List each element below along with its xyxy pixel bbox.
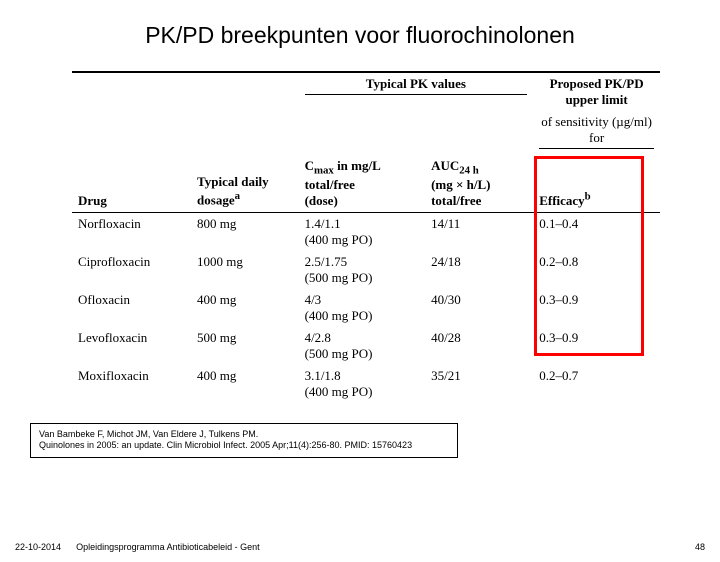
footer-date: 22-10-2014: [15, 542, 61, 552]
cell-drug: Ofloxacin: [72, 289, 191, 327]
citation-line-1: Van Bambeke F, Michot JM, Van Eldere J, …: [39, 429, 258, 439]
pkpd-table: Typical PK values Proposed PK/PD upper l…: [72, 71, 660, 403]
cell-cmax: 4/2.8(500 mg PO): [299, 327, 426, 365]
cell-dose: 500 mg: [191, 327, 299, 365]
cell-cmax: 1.4/1.1(400 mg PO): [299, 212, 426, 251]
page-title: PK/PD breekpunten voor fluorochinolonen: [0, 22, 720, 49]
cell-efficacy: 0.1–0.4: [533, 212, 660, 251]
cell-auc: 35/21: [425, 365, 533, 403]
table-row: Norfloxacin800 mg1.4/1.1(400 mg PO)14/11…: [72, 212, 660, 251]
footer: 22-10-2014 Opleidingsprogramma Antibioti…: [15, 542, 705, 552]
header-efficacy: Efficacyb: [533, 155, 660, 212]
cell-drug: Ciprofloxacin: [72, 251, 191, 289]
cell-dose: 800 mg: [191, 212, 299, 251]
cell-dose: 400 mg: [191, 289, 299, 327]
header-pk-span: Typical PK values: [299, 72, 534, 111]
cell-drug: Moxifloxacin: [72, 365, 191, 403]
header-drug: Drug: [72, 155, 191, 212]
table-container: Typical PK values Proposed PK/PD upper l…: [72, 71, 660, 403]
header-limit-sub: of sensitivity (µg/ml) for: [533, 111, 660, 155]
table-row: Ofloxacin400 mg4/3(400 mg PO)40/300.3–0.…: [72, 289, 660, 327]
cell-dose: 1000 mg: [191, 251, 299, 289]
table-row: Ciprofloxacin1000 mg2.5/1.75(500 mg PO)2…: [72, 251, 660, 289]
cell-cmax: 4/3(400 mg PO): [299, 289, 426, 327]
cell-cmax: 2.5/1.75(500 mg PO): [299, 251, 426, 289]
cell-dose: 400 mg: [191, 365, 299, 403]
header-dosage: Typical daily dosagea: [191, 155, 299, 212]
citation-box: Van Bambeke F, Michot JM, Van Eldere J, …: [30, 423, 458, 458]
cell-efficacy: 0.3–0.9: [533, 327, 660, 365]
cell-cmax: 3.1/1.8(400 mg PO): [299, 365, 426, 403]
cell-efficacy: 0.2–0.7: [533, 365, 660, 403]
cell-efficacy: 0.3–0.9: [533, 289, 660, 327]
table-row: Moxifloxacin400 mg3.1/1.8(400 mg PO)35/2…: [72, 365, 660, 403]
cell-auc: 40/30: [425, 289, 533, 327]
citation-line-2: Quinolones in 2005: an update. Clin Micr…: [39, 440, 412, 450]
footer-text: Opleidingsprogramma Antibioticabeleid - …: [76, 542, 260, 552]
header-cmax: Cmax in mg/L total/free (dose): [299, 155, 426, 212]
cell-efficacy: 0.2–0.8: [533, 251, 660, 289]
header-auc: AUC24 h (mg × h/L) total/free: [425, 155, 533, 212]
cell-auc: 40/28: [425, 327, 533, 365]
header-limit-span: Proposed PK/PD upper limit: [533, 72, 660, 111]
cell-drug: Norfloxacin: [72, 212, 191, 251]
cell-drug: Levofloxacin: [72, 327, 191, 365]
page-number: 48: [695, 542, 705, 552]
cell-auc: 14/11: [425, 212, 533, 251]
cell-auc: 24/18: [425, 251, 533, 289]
table-row: Levofloxacin500 mg4/2.8(500 mg PO)40/280…: [72, 327, 660, 365]
